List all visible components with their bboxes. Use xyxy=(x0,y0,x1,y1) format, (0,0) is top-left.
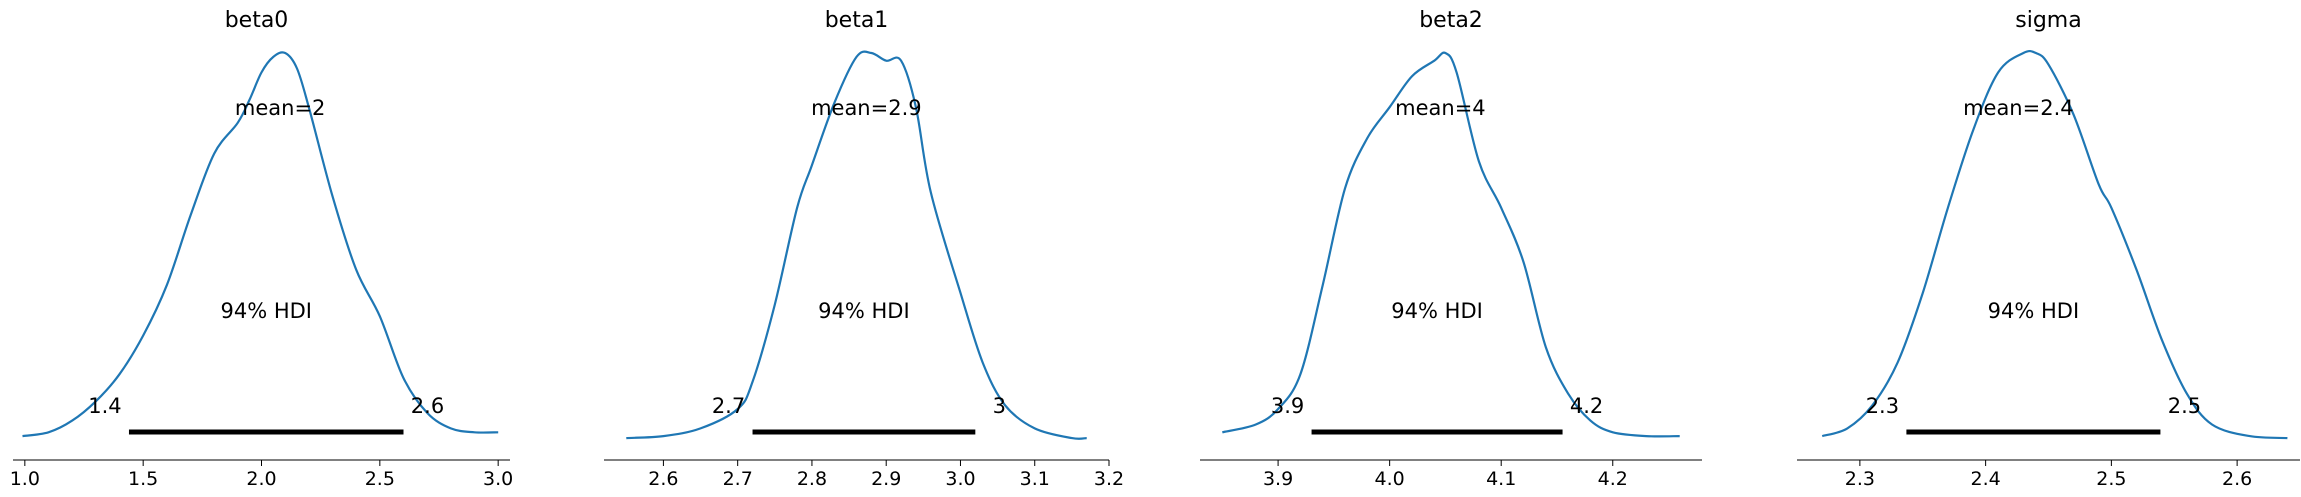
density-curve xyxy=(626,50,1087,440)
panel-sigma: sigma mean=2.4 94% HDI 2.3 2.5 2.3 2.4 2.5 2.6 xyxy=(1797,8,2300,490)
panel-title: sigma xyxy=(2015,8,2081,33)
x-tick-label: 3.9 xyxy=(1263,468,1293,490)
x-tick-label: 2.6 xyxy=(648,468,678,490)
x-tick-label: 2.4 xyxy=(1971,468,2001,490)
x-tick-label: 4.1 xyxy=(1486,468,1516,490)
hdi-high-label: 4.2 xyxy=(1570,394,1603,418)
hdi-label: 94% HDI xyxy=(818,299,910,323)
x-tick-label: 2.9 xyxy=(871,468,901,490)
panel-beta2: beta2 mean=4 94% HDI 3.9 4.2 3.9 4.0 4.1 4.2 xyxy=(1200,8,1702,490)
x-tick-label: 2.5 xyxy=(365,468,395,490)
density-curve xyxy=(1222,51,1680,438)
hdi-label: 94% HDI xyxy=(1391,299,1483,323)
hdi-low-label: 2.7 xyxy=(712,394,745,418)
hdi-label: 94% HDI xyxy=(1988,299,2080,323)
x-tick-label: 3.2 xyxy=(1094,468,1124,490)
x-tick-label: 1.0 xyxy=(10,468,40,490)
hdi-low-label: 1.4 xyxy=(88,394,121,418)
panel-beta0: beta0 mean=2 94% HDI 1.4 2.6 1.0 1.5 2.0 2.5 3.0 xyxy=(10,8,514,490)
x-tick-label: 2.3 xyxy=(1845,468,1875,490)
x-tick-label: 2.8 xyxy=(797,468,827,490)
x-tick-label: 2.0 xyxy=(246,468,276,490)
density-curve xyxy=(1821,49,2288,440)
hdi-high-label: 3 xyxy=(993,394,1006,418)
panel-title: beta2 xyxy=(1419,8,1483,33)
hdi-low-label: 3.9 xyxy=(1271,394,1304,418)
x-tick-label: 3.0 xyxy=(483,468,513,490)
density-curve xyxy=(22,51,499,438)
mean-label: mean=4 xyxy=(1395,96,1486,120)
mean-label: mean=2.9 xyxy=(811,96,922,120)
x-tick-label: 4.0 xyxy=(1375,468,1405,490)
hdi-low-label: 2.3 xyxy=(1866,394,1899,418)
panel-title: beta0 xyxy=(225,8,289,33)
x-tick-label: 4.2 xyxy=(1598,468,1628,490)
x-tick-label: 3.0 xyxy=(945,468,975,490)
mean-label: mean=2.4 xyxy=(1963,96,2074,120)
x-tick-label: 3.1 xyxy=(1020,468,1050,490)
panel-beta1: beta1 mean=2.9 94% HDI 2.7 3 2.6 2.7 2.8 2.9 3.0 3… xyxy=(604,8,1124,490)
x-tick-label: 2.6 xyxy=(2222,468,2252,490)
x-tick-label: 1.5 xyxy=(128,468,158,490)
hdi-label: 94% HDI xyxy=(220,299,312,323)
mean-label: mean=2 xyxy=(235,96,326,120)
x-tick-label: 2.7 xyxy=(723,468,753,490)
hdi-high-label: 2.6 xyxy=(411,394,444,418)
x-tick-label: 2.5 xyxy=(2096,468,2126,490)
hdi-high-label: 2.5 xyxy=(2168,394,2201,418)
panel-title: beta1 xyxy=(825,8,889,33)
